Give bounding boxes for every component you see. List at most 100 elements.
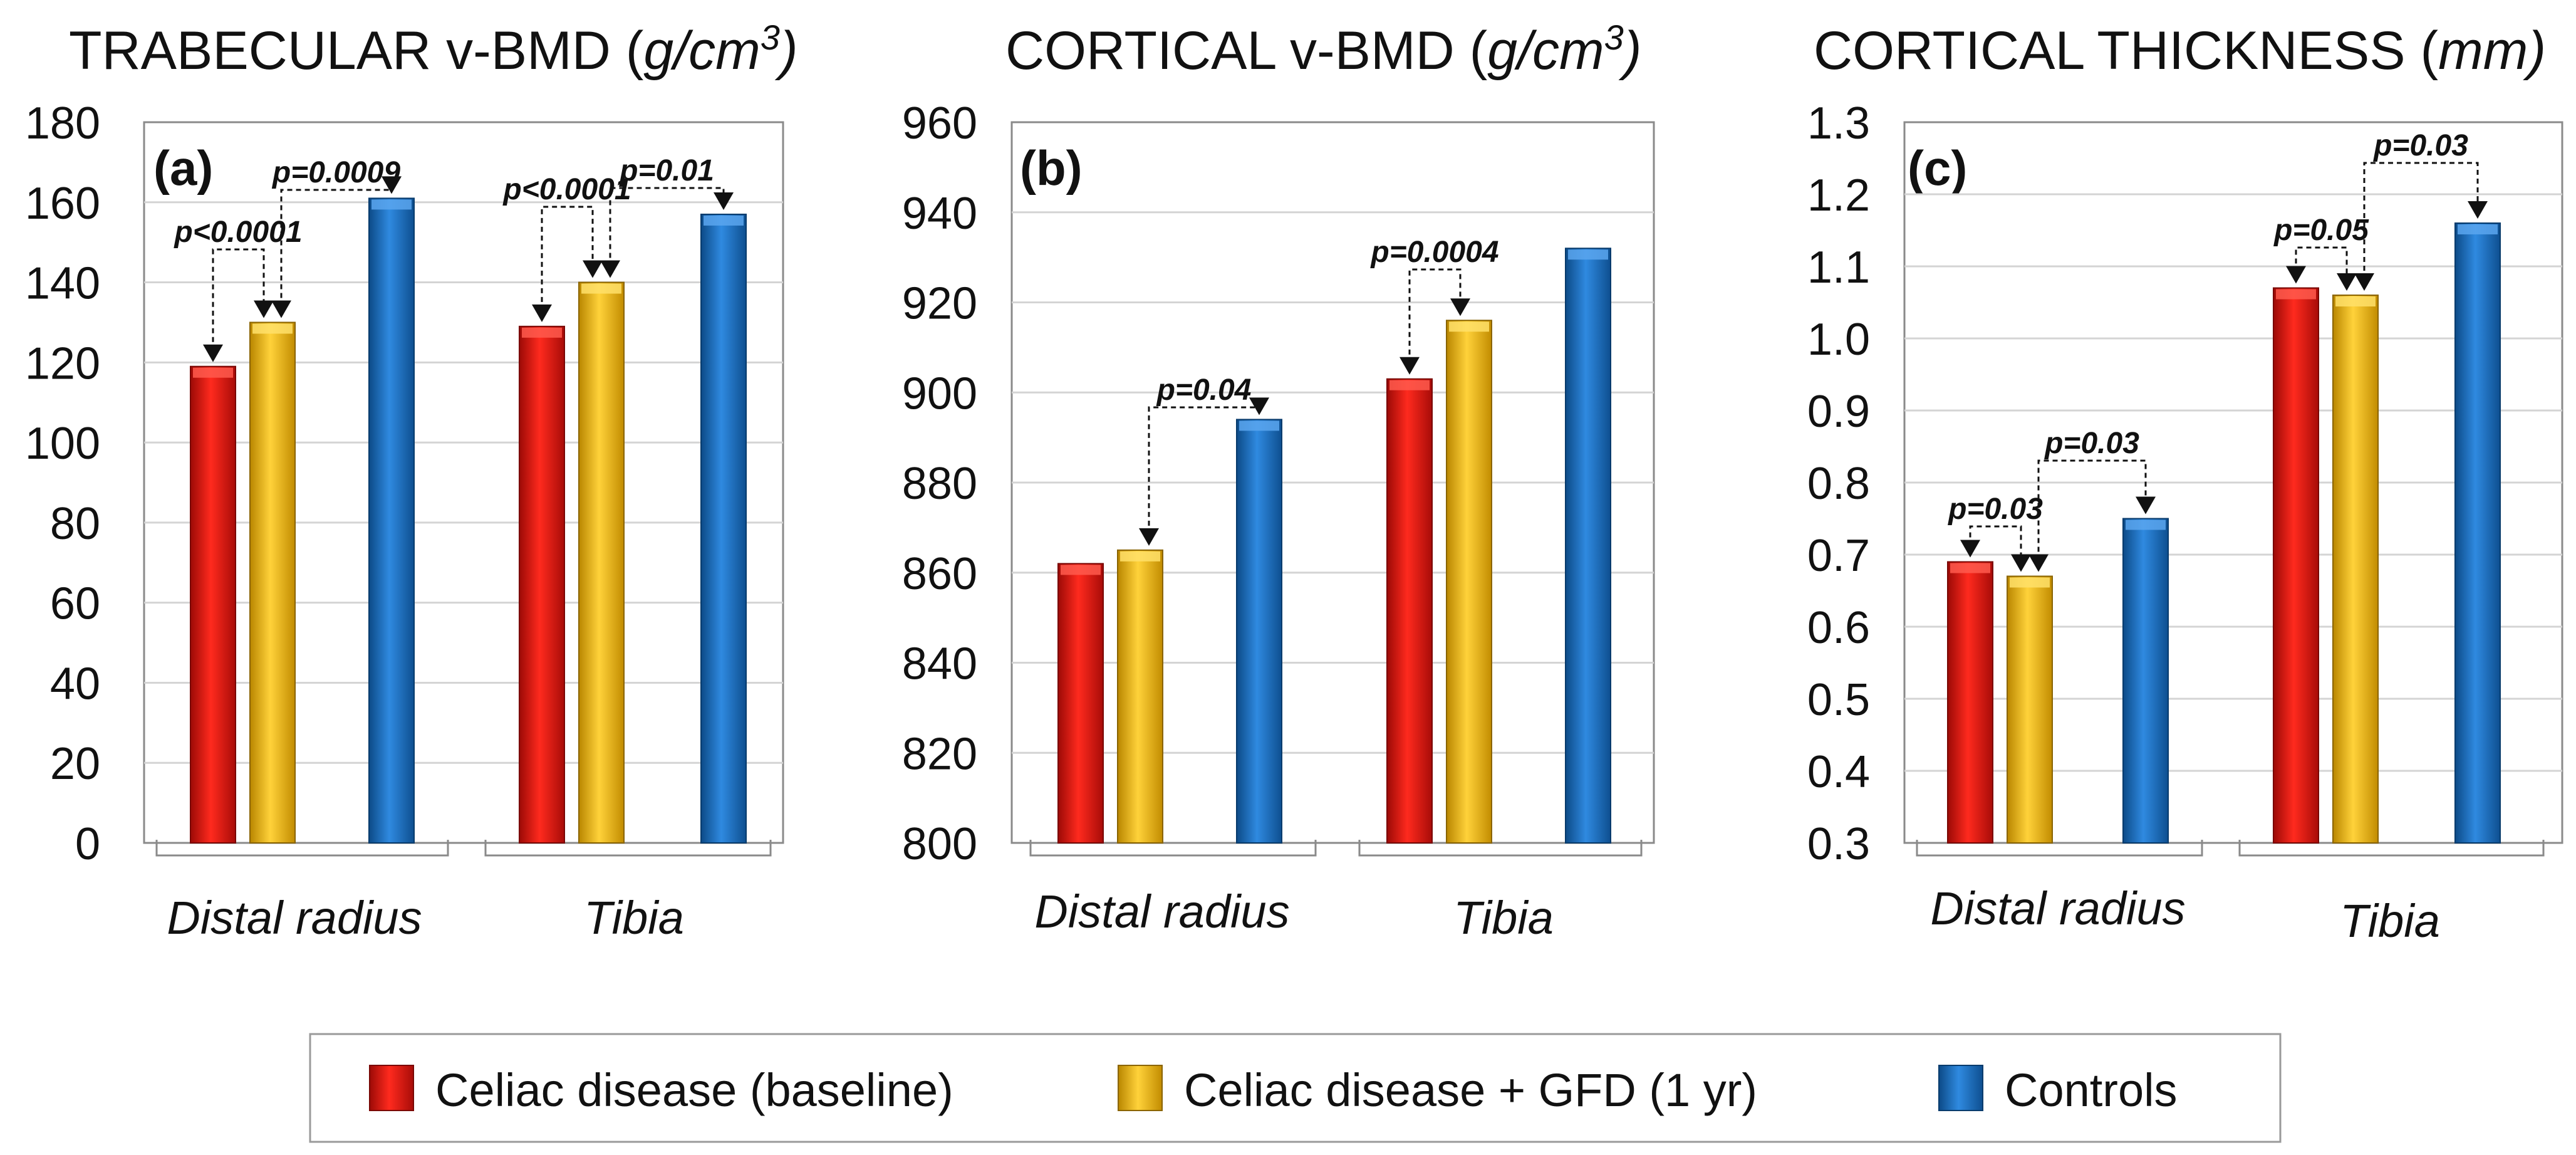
chart-title: CORTICAL v-BMD (g/cm3) <box>1005 18 1641 81</box>
bar-celiac-baseline <box>1057 563 1104 844</box>
arrow-head <box>1450 298 1470 316</box>
bar-top-bevel <box>2010 577 2050 588</box>
y-tick-label: 860 <box>902 549 977 599</box>
y-axis-ticks: 800 820 840 860 880 900 920 940 960 <box>902 98 977 869</box>
arrow-head <box>2354 273 2374 291</box>
p-value-annotations: p=0.04 p=0.0004 <box>1139 236 1499 546</box>
group-label-tibia: Tibia <box>1453 892 1554 944</box>
arrow-head <box>254 300 274 318</box>
bar-controls <box>1565 248 1611 844</box>
y-tick-label: 0.3 <box>1807 819 1870 869</box>
p-value-bracket: p=0.03 <box>2354 129 2488 291</box>
bar-top-bevel <box>193 367 233 378</box>
bar-body <box>2122 518 2169 844</box>
bar-celiac-gfd <box>2332 295 2379 844</box>
p-value-bracket: p=0.03 <box>1947 493 2043 572</box>
bar-top-bevel <box>704 215 744 226</box>
y-tick-label: 940 <box>902 189 977 239</box>
bar-body <box>2332 295 2379 844</box>
bar-body <box>1057 563 1104 844</box>
legend-label: Celiac disease (baseline) <box>435 1064 953 1116</box>
plot-area <box>143 121 784 844</box>
bar-controls <box>2122 518 2169 844</box>
bar-top-bevel <box>2335 296 2376 306</box>
bar-celiac-gfd <box>1117 549 1163 844</box>
arrow-head <box>1249 397 1269 415</box>
bar-top-bevel <box>252 323 293 334</box>
bar-body <box>249 321 296 844</box>
bar-celiac-gfd <box>249 321 296 844</box>
bar-top-bevel <box>371 199 412 210</box>
bar-body <box>1446 320 1492 844</box>
chart-panel-cortical-vbmd: CORTICAL v-BMD (g/cm3) (b) 8008208408608… <box>902 18 1655 944</box>
group-brace <box>2238 840 2545 857</box>
group-label-distal-radius: Distal radius <box>167 892 422 944</box>
y-tick-label: 160 <box>25 179 100 229</box>
arrow-head <box>2337 273 2357 291</box>
y-tick-label: 840 <box>902 639 977 689</box>
bracket-line <box>541 206 594 311</box>
bar-body <box>2007 575 2053 844</box>
group-label-distal-radius: Distal radius <box>1034 886 1289 938</box>
y-tick-label: 0.8 <box>1807 459 1870 509</box>
arrow-head <box>271 300 291 318</box>
bar-controls <box>700 213 747 844</box>
p-value-annotations: p=0.03p=0.03p=0.05p=0.03 <box>1947 129 2488 572</box>
p-value-label: p<0.0001 <box>502 173 631 206</box>
legend-swatch-red <box>369 1065 414 1111</box>
bracket-line <box>212 248 265 351</box>
bar-top-bevel <box>1568 249 1608 260</box>
p-value-bracket: p=0.04 <box>1139 374 1269 546</box>
legend-item-celiac-gfd: Celiac disease + GFD (1 yr) <box>1118 1064 1757 1116</box>
bar-body <box>1117 549 1163 844</box>
chart-title: CORTICAL THICKNESS (mm) <box>1814 21 2546 81</box>
p-value-bracket: p=0.03 <box>2028 427 2156 572</box>
y-tick-label: 0.5 <box>1807 675 1870 725</box>
y-tick-label: 0 <box>75 819 100 869</box>
arrow-head <box>1960 540 1980 558</box>
y-tick-label: 880 <box>902 459 977 509</box>
bar-celiac-gfd <box>578 281 625 844</box>
bar-top-bevel <box>522 327 562 338</box>
y-tick-label: 60 <box>50 579 100 629</box>
bar-top-bevel <box>1389 380 1430 390</box>
arrow-head <box>382 176 402 194</box>
group-braces <box>1916 840 2545 857</box>
legend-swatch-yellow <box>1118 1065 1163 1111</box>
p-value-label: p=0.03 <box>2044 427 2139 460</box>
bars <box>1057 248 1611 844</box>
y-tick-label: 120 <box>25 338 100 389</box>
y-tick-label: 800 <box>902 819 977 869</box>
bar-celiac-baseline <box>519 325 565 844</box>
bar-controls <box>1236 419 1282 844</box>
p-value-label: p=0.0009 <box>271 156 400 189</box>
p-value-bracket: p=0.0004 <box>1369 236 1499 375</box>
arrow-head <box>2468 201 2488 219</box>
bar-controls <box>2454 222 2501 844</box>
bar-top-bevel <box>1120 551 1160 562</box>
bracket-line <box>1408 268 1462 363</box>
p-value-label: p=0.01 <box>618 154 714 187</box>
p-value-label: p=0.05 <box>2273 214 2369 247</box>
bar-body <box>190 365 236 844</box>
bar-top-bevel <box>1950 563 1990 573</box>
group-brace <box>484 840 772 857</box>
bar-celiac-baseline <box>190 365 236 844</box>
p-value-label: p=0.03 <box>2372 129 2468 162</box>
y-tick-label: 40 <box>50 659 100 709</box>
p-value-label: p<0.0001 <box>173 216 302 249</box>
y-tick-label: 100 <box>25 419 100 469</box>
bars <box>190 197 747 844</box>
y-axis-ticks: 0 20 40 60 80 100 120 140 160 180 <box>25 98 100 869</box>
group-brace <box>155 840 449 857</box>
group-label-tibia: Tibia <box>584 892 684 944</box>
y-tick-label: 920 <box>902 279 977 329</box>
legend-label: Celiac disease + GFD (1 yr) <box>1184 1064 1757 1116</box>
bar-body <box>368 197 415 844</box>
bar-body <box>700 213 747 844</box>
panel-label: (a) <box>153 140 213 196</box>
bar-celiac-gfd <box>1446 320 1492 844</box>
legend-swatch-blue <box>1938 1065 1983 1111</box>
bar-body <box>578 281 625 844</box>
chart-panel-cortical-thickness: CORTICAL THICKNESS (mm) (c) 0.3 0.4 0.5 0.6… <box>1807 21 2563 947</box>
